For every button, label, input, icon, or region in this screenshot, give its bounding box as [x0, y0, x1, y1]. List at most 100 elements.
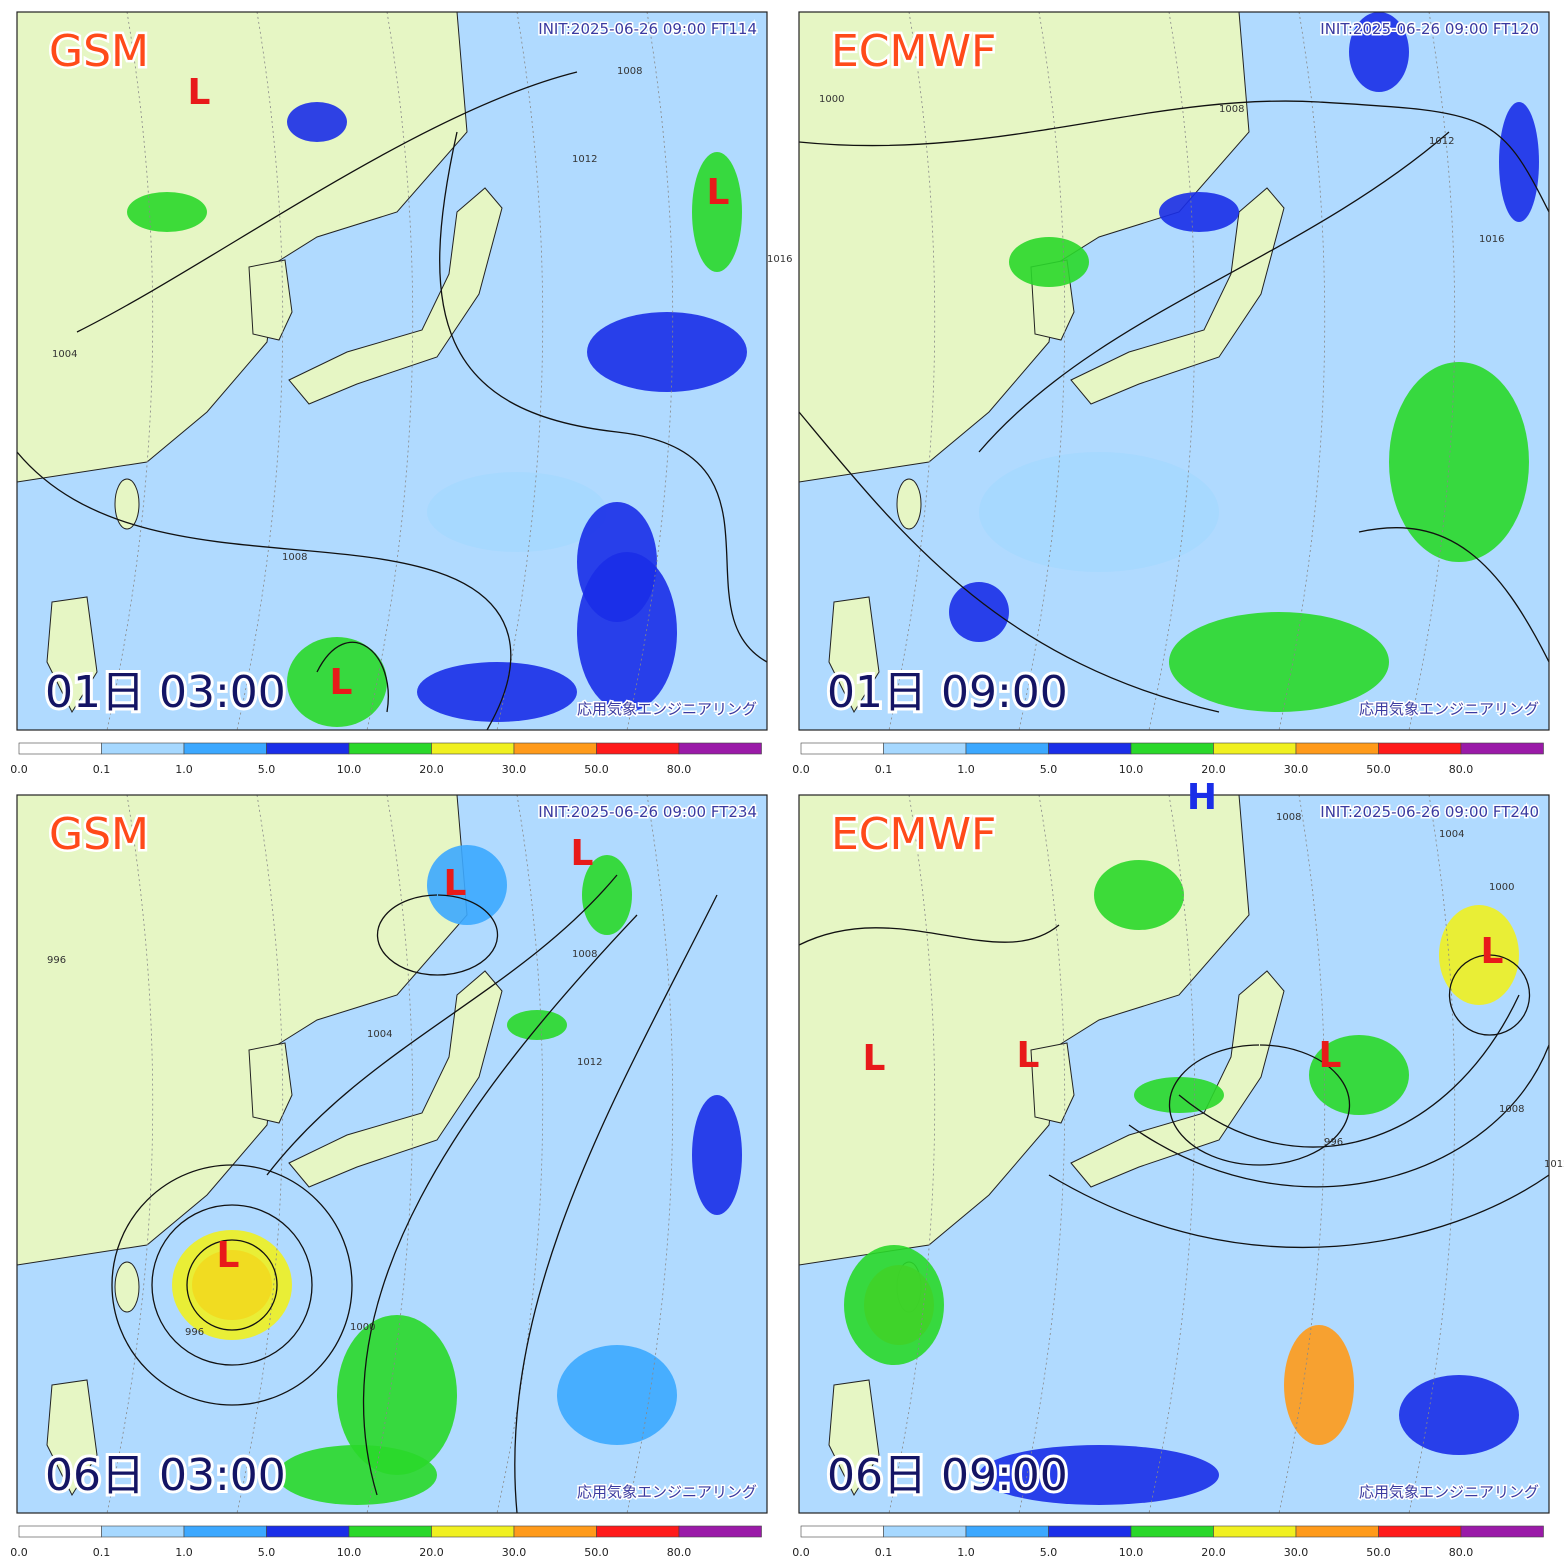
- isobar: [1168, 1044, 1351, 1166]
- precip-area: [287, 102, 347, 142]
- map-frame: [798, 11, 1550, 731]
- japan: [1070, 970, 1285, 1188]
- credit: 応用気象エンジニアリング: [577, 700, 757, 718]
- isobar: [17, 451, 512, 730]
- grid-meridian: [626, 795, 674, 1513]
- isobar: [1448, 954, 1531, 1036]
- colorbar-segment: [1460, 1525, 1544, 1538]
- model-name: GSM: [49, 26, 149, 77]
- isobar-label: 1004: [1439, 829, 1464, 840]
- colorbar-label: 5.0: [1040, 1546, 1058, 1559]
- colorbar-segment: [965, 1525, 1049, 1538]
- colorbar-segment: [101, 742, 185, 755]
- isobar-label: 1012: [1429, 136, 1454, 147]
- precip-area: [1439, 905, 1519, 1005]
- taiwan: [896, 478, 922, 530]
- japan: [1070, 187, 1285, 405]
- valid-time: 06日 03:00: [45, 1450, 286, 1501]
- isobar-label: 1008: [1219, 104, 1244, 115]
- colorbar-segment: [1130, 742, 1214, 755]
- colorbar-label: 5.0: [258, 1546, 276, 1559]
- precip-area: [127, 192, 207, 232]
- colorbar-label: 10.0: [1119, 763, 1144, 776]
- map-body: [17, 12, 767, 730]
- isobar: [266, 874, 618, 1176]
- korea: [1030, 1042, 1075, 1124]
- grid-meridian: [1148, 12, 1196, 730]
- precip-area: [1284, 1325, 1354, 1445]
- init-time: INIT:2025-06-26 09:00 FT114: [538, 20, 757, 38]
- colorbar-label: 0.1: [875, 763, 893, 776]
- colorbar-segment: [1378, 1525, 1462, 1538]
- colorbar-label: 1.0: [957, 763, 975, 776]
- colorbar-label: 1.0: [957, 1546, 975, 1559]
- valid-time: 06日 09:00: [827, 1450, 1068, 1501]
- grid-meridian: [1408, 12, 1456, 730]
- precip-area: [427, 845, 507, 925]
- colorbar-label: 0.1: [875, 1546, 893, 1559]
- credit: 応用気象エンジニアリング: [1359, 1483, 1539, 1501]
- grid-meridian: [496, 795, 544, 1513]
- grid-meridian: [366, 795, 414, 1513]
- grid-meridian: [888, 795, 936, 1513]
- isobar: [376, 894, 499, 976]
- colorbar-segment: [883, 742, 967, 755]
- precip-area: [979, 1445, 1219, 1505]
- precip-area: [427, 472, 607, 552]
- precip-area: [507, 1010, 567, 1040]
- map-panel: 1000 1008 1012 1016 ECMWF INIT:2025-06-26 09:…: [792, 11, 1550, 776]
- colorbar-label: 50.0: [1366, 1546, 1391, 1559]
- colorbar-label: 20.0: [1201, 763, 1226, 776]
- isobar: [1178, 994, 1520, 1148]
- taiwan: [114, 478, 140, 530]
- isobar-label: 1008: [1499, 1104, 1524, 1115]
- colorbar-segment: [678, 1525, 762, 1538]
- colorbar-label: 50.0: [584, 1546, 609, 1559]
- precip-area: [692, 152, 742, 272]
- colorbar-segment: [18, 742, 102, 755]
- colorbar-label: 0.1: [93, 1546, 111, 1559]
- isobar: [362, 914, 638, 1496]
- precip-area: [172, 1230, 292, 1340]
- grid-meridian: [496, 12, 544, 730]
- low-marker: L: [1017, 1035, 1040, 1076]
- colorbar-segment: [1295, 1525, 1379, 1538]
- isobar: [978, 131, 1450, 453]
- colorbar-segment: [800, 1525, 884, 1538]
- precip-area: [692, 1095, 742, 1215]
- precip-area: [287, 637, 387, 727]
- colorbar-segment: [348, 1525, 432, 1538]
- colorbar-label: 80.0: [1449, 1546, 1474, 1559]
- map-panel: 996 1000 1004 1008 1012 996 L L L GSM INIT:2025-06…: [10, 794, 768, 1559]
- precip-area: [1349, 12, 1409, 92]
- map-frame: [16, 11, 768, 731]
- colorbar-segment: [183, 1525, 267, 1538]
- init-time: INIT:2025-06-26 09:00 FT240: [1320, 803, 1539, 821]
- isobar: [514, 894, 718, 1513]
- colorbar-label: 80.0: [1449, 763, 1474, 776]
- low-marker: L: [1481, 931, 1504, 972]
- isobar-label: 1008: [572, 949, 597, 960]
- model-name: ECMWF: [831, 809, 996, 860]
- philippines: [46, 596, 98, 714]
- grid-meridian: [236, 12, 284, 730]
- init-time: INIT:2025-06-26 09:00 FT234: [538, 803, 757, 821]
- grid-meridian: [626, 12, 674, 730]
- colorbar-segment: [1213, 742, 1297, 755]
- isobar-label: 1016: [767, 254, 792, 265]
- low-marker: L: [1319, 1035, 1342, 1076]
- map-frame: [798, 794, 1550, 1514]
- colorbar-segment: [513, 742, 597, 755]
- isobar: [186, 1239, 278, 1331]
- precip-area: [587, 312, 747, 392]
- precip-area: [979, 452, 1219, 572]
- isobar-label: 996: [47, 955, 66, 966]
- colorbar-segment: [596, 742, 680, 755]
- init-time: INIT:2025-06-26 09:00 FT120: [1320, 20, 1539, 38]
- colorbar-label: 30.0: [502, 1546, 527, 1559]
- map-body: [799, 795, 1549, 1513]
- isobar-label: 996: [1324, 1137, 1343, 1148]
- philippines: [828, 596, 880, 714]
- isobar-label: 1008: [617, 66, 642, 77]
